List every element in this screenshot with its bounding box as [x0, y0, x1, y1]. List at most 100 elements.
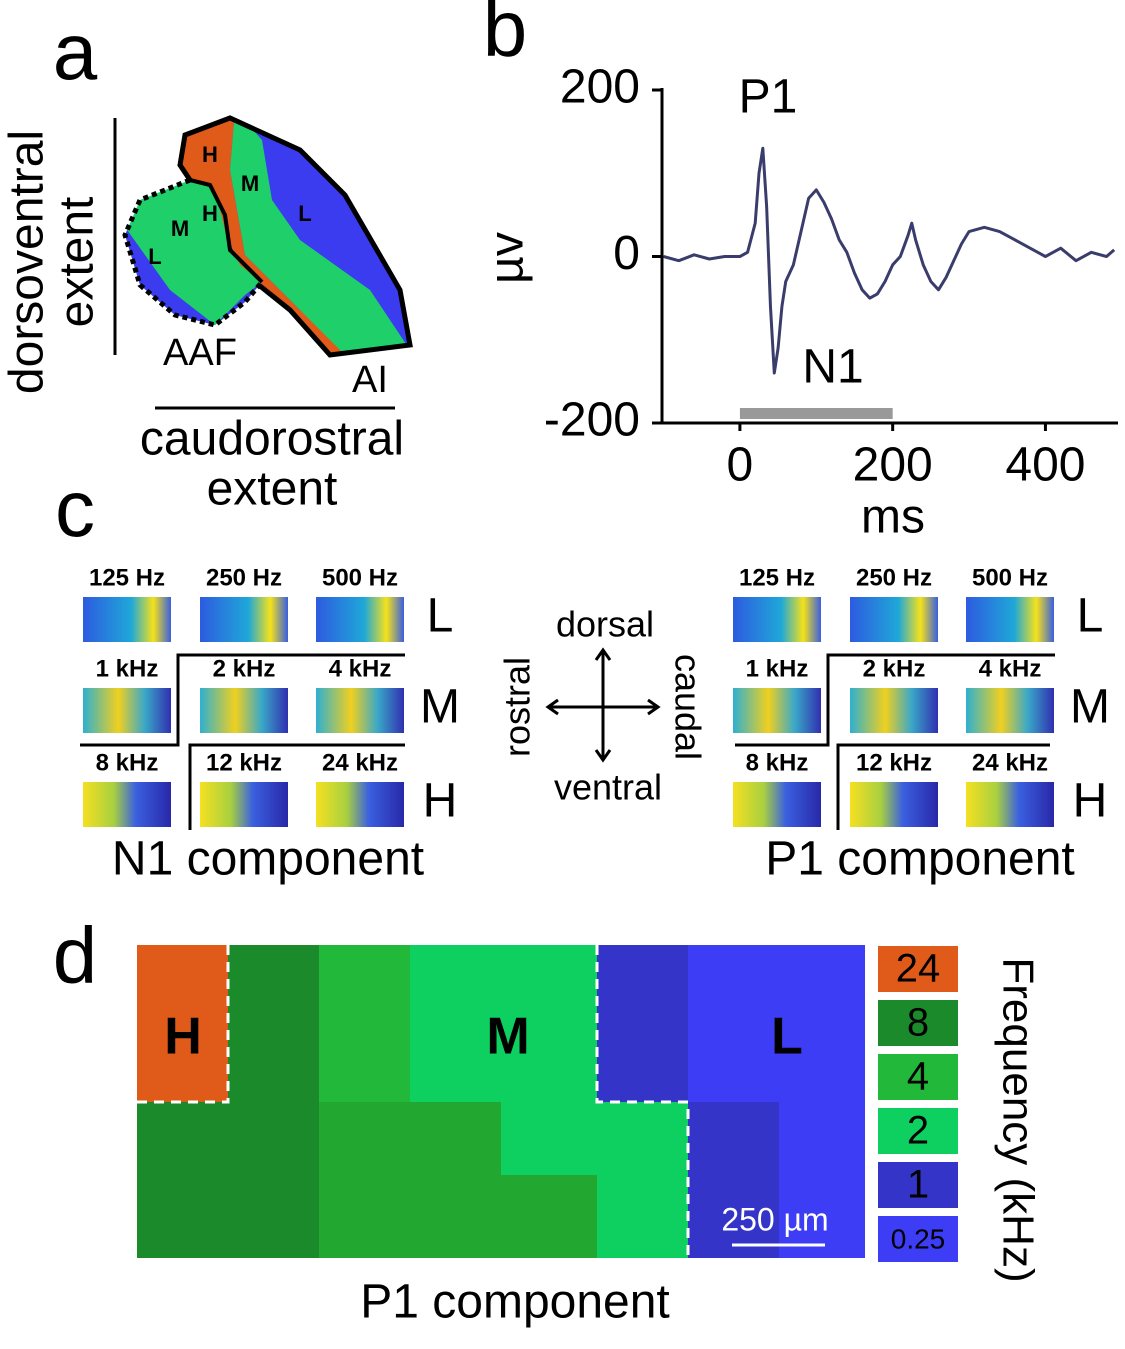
y-tick-label: 200: [560, 61, 640, 114]
colorbar-label: 0.25: [891, 1223, 946, 1254]
colorbar-label: 2: [907, 1109, 929, 1153]
heatmap: [83, 597, 171, 642]
axis-label: dorsoventral: [1, 130, 54, 394]
heatmap: [733, 597, 821, 642]
scale-bar-label: 250 µm: [721, 1201, 828, 1237]
heatmap: [83, 782, 171, 827]
colorbar-label: 4: [907, 1055, 929, 1099]
row-label: M: [1070, 681, 1110, 734]
heatmap: [733, 782, 821, 827]
heatmap: [200, 782, 288, 827]
component-label: P1 component: [360, 1276, 670, 1329]
heatmap: [83, 688, 171, 733]
colorbar-swatch: [878, 1216, 958, 1262]
y-tick-label: 0: [613, 227, 640, 280]
frequency-map: [137, 945, 865, 1258]
region-label: M: [241, 171, 259, 196]
colorbar-label: 1: [907, 1163, 929, 1207]
component-label: P1 component: [765, 833, 1075, 886]
heatmap: [316, 688, 404, 733]
frequency-label: 250 Hz: [856, 564, 932, 591]
colorbar-swatch: [878, 1108, 958, 1154]
annotation: N1: [802, 341, 863, 394]
panel-label: c: [55, 464, 95, 553]
colorbar-label: 8: [907, 1001, 929, 1045]
heatmap: [850, 688, 938, 733]
frequency-label: 125 Hz: [739, 564, 815, 591]
panel-label: b: [483, 0, 528, 73]
frequency-label: 500 Hz: [972, 564, 1048, 591]
panel-b: b µv ms P1 N1 200 0 -200 0 200 400: [481, 0, 1118, 544]
compass-label: caudal: [667, 654, 708, 760]
heatmap: [316, 597, 404, 642]
colorbar-swatch: [878, 1054, 958, 1100]
frequency-label: 500 Hz: [322, 564, 398, 591]
panel-c: c dorsal rostral caudal ventral N1 compo…: [55, 464, 1110, 886]
heatmap: [733, 688, 821, 733]
heatmap: [200, 597, 288, 642]
panel-d: d H M L 250 µm P1 component Frequency (k…: [53, 911, 1043, 1329]
row-label: H: [1073, 775, 1108, 828]
frequency-label: 12 kHz: [856, 749, 932, 776]
x-tick-label: 0: [727, 439, 754, 492]
frequency-label: 125 Hz: [89, 564, 165, 591]
frequency-label: 12 kHz: [206, 749, 282, 776]
colorbar-swatch: [878, 946, 958, 992]
compass-label: ventral: [554, 767, 662, 808]
frequency-label: 250 Hz: [206, 564, 282, 591]
component-label: N1 component: [112, 833, 424, 886]
frequency-label: 8 kHz: [96, 749, 159, 776]
compass-label: rostral: [497, 657, 538, 757]
frequency-label: 8 kHz: [746, 749, 809, 776]
x-tick-label: 200: [853, 439, 933, 492]
panel-label: d: [53, 911, 98, 1000]
heatmap: [966, 782, 1054, 827]
colorbar: 24 8 4 2 1 0.25: [878, 946, 958, 1262]
region-label: M: [486, 1008, 529, 1066]
axis-label: extent: [207, 463, 338, 516]
field-label: AAF: [163, 332, 237, 374]
panel-a: a H M L H M L AAF AI dorsoventral extent…: [1, 7, 413, 516]
region-label: M: [171, 216, 189, 241]
region-label: L: [298, 201, 311, 226]
row-label: L: [427, 590, 454, 643]
colorbar-swatch: [878, 1162, 958, 1208]
heatmap: [200, 688, 288, 733]
axis-label: caudorostral: [140, 413, 404, 466]
frequency-label: 2 kHz: [213, 655, 276, 682]
y-tick-label: -200: [544, 394, 640, 447]
x-tick-label: 400: [1005, 439, 1085, 492]
frequency-label: 1 kHz: [746, 655, 809, 682]
region-label: H: [164, 1008, 202, 1066]
frequency-label: 1 kHz: [96, 655, 159, 682]
frequency-label: 2 kHz: [863, 655, 926, 682]
heatmap: [316, 782, 404, 827]
region-label: H: [202, 201, 218, 226]
stimulus-bar: [739, 408, 893, 419]
heatmap: [850, 782, 938, 827]
field-label: AI: [352, 359, 388, 401]
colorbar-title: Frequency (kHz): [993, 957, 1042, 1282]
row-label: L: [1077, 590, 1104, 643]
region-label: L: [148, 244, 161, 269]
heatmap: [850, 597, 938, 642]
axis-label: extent: [51, 197, 104, 328]
region-label: L: [771, 1008, 803, 1066]
compass-label: dorsal: [556, 604, 654, 645]
annotation: P1: [739, 71, 798, 124]
heatmap: [966, 688, 1054, 733]
panel-label: a: [53, 7, 98, 96]
frequency-label: 4 kHz: [329, 655, 392, 682]
frequency-label: 24 kHz: [322, 749, 398, 776]
region-label: H: [202, 142, 218, 167]
heatmap: [966, 597, 1054, 642]
x-axis-label: ms: [861, 491, 925, 544]
y-axis-label: µv: [481, 232, 534, 284]
trace: [663, 146, 1116, 375]
frequency-label: 4 kHz: [979, 655, 1042, 682]
row-label: M: [420, 681, 460, 734]
colorbar-label: 24: [896, 947, 941, 991]
frequency-label: 24 kHz: [972, 749, 1048, 776]
colorbar-swatch: [878, 1000, 958, 1046]
